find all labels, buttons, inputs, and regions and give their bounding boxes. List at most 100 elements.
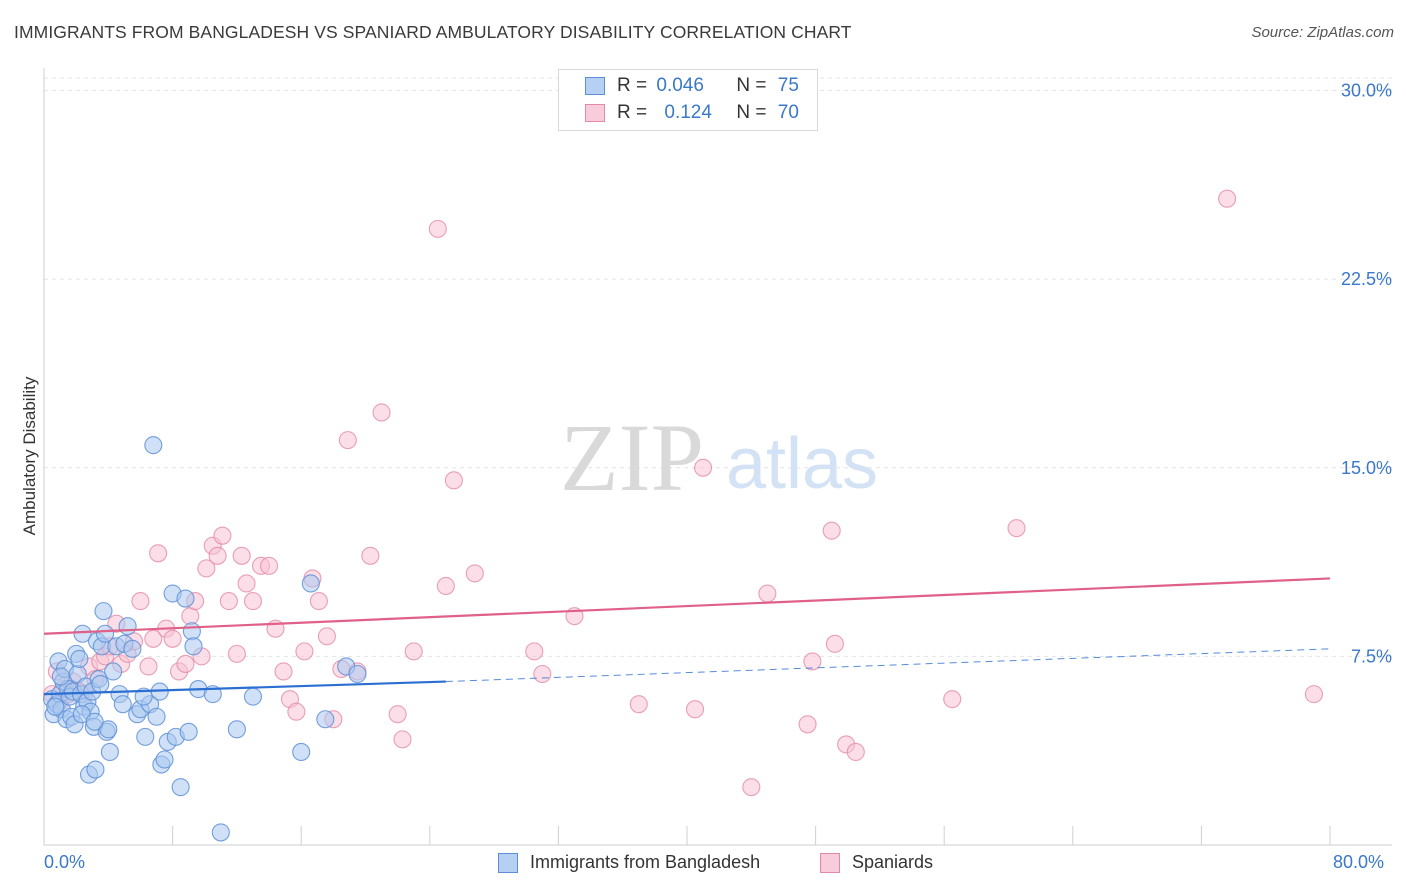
spaniards-point (1218, 189, 1237, 208)
spaniards-point (803, 652, 822, 671)
legend-row-spaniards: R = 0.124 N = 70 (585, 101, 799, 125)
spaniards-point (694, 458, 713, 477)
bangladesh-point (86, 760, 105, 779)
bangladesh-point (316, 710, 335, 729)
legend-item-spaniards[interactable]: Spaniards (820, 852, 933, 873)
bangladesh-point (104, 662, 123, 681)
spaniards-point (1007, 519, 1026, 538)
spaniards-point (798, 715, 817, 734)
chart-title: IMMIGRANTS FROM BANGLADESH VS SPANIARD A… (14, 22, 852, 42)
bangladesh-point (85, 712, 104, 731)
spaniards-point (232, 546, 251, 565)
spaniards-point (317, 627, 336, 646)
y-tick-label: 15.0% (1341, 458, 1392, 478)
y-tick-labels: 7.5% 15.0% 22.5% 30.0% (1341, 81, 1392, 667)
bangladesh-point (147, 707, 166, 726)
x-tick-min: 0.0% (44, 852, 86, 872)
y-tick-label: 22.5% (1341, 269, 1392, 289)
legend-swatch-pink (820, 852, 840, 873)
spaniards-point (1304, 685, 1323, 704)
legend-label: Spaniards (852, 852, 934, 872)
spaniards-point (822, 521, 841, 540)
bangladesh-point (99, 720, 118, 739)
n-label: N = (736, 75, 767, 96)
bangladesh-point (292, 742, 311, 762)
spaniards-point (685, 700, 705, 719)
bangladesh-point (348, 664, 367, 684)
spaniards-point (259, 556, 279, 575)
trend-lines (43, 577, 1331, 696)
spaniards-point (338, 431, 357, 450)
spaniards-point (846, 742, 865, 762)
r-label: R = (617, 102, 648, 123)
legend-row-bangladesh: R = 0.046 N = 75 (585, 74, 799, 98)
spaniards-point (404, 642, 423, 661)
spaniards-point (131, 592, 150, 611)
n-label: N = (736, 102, 767, 123)
spaniards-point (742, 778, 761, 797)
spaniards-point (436, 576, 455, 596)
n-value: 75 (777, 75, 799, 96)
spaniards-point (465, 564, 484, 583)
grid-lines (44, 77, 1392, 657)
spaniards-point (309, 592, 328, 611)
bangladesh-point (46, 697, 65, 716)
bangladesh-point (155, 750, 174, 769)
bangladesh-point (182, 622, 201, 641)
bangladesh-point (91, 675, 110, 694)
bangladesh-point (144, 436, 163, 455)
spaniards-point (139, 657, 158, 676)
bangladesh-point (100, 742, 119, 762)
x-tick-max: 80.0% (1333, 852, 1385, 872)
legend-label: Immigrants from Bangladesh (530, 852, 761, 872)
spaniards-point (176, 654, 195, 673)
correlation-legend: R = 0.046 N = 75 R = 0.124 N = 70 (558, 69, 818, 131)
spaniards-point (274, 662, 293, 681)
bangladesh-point (73, 624, 92, 643)
bangladesh-point (51, 667, 70, 686)
bangladesh-point (211, 823, 230, 842)
legend-swatch-pink (585, 104, 605, 122)
spaniards-point (219, 592, 238, 611)
spaniards-point (149, 544, 168, 563)
r-label: R = (617, 75, 648, 96)
spaniards-trend-line (43, 577, 1331, 635)
watermark: ZIP atlas (560, 404, 878, 511)
source-note: Source: ZipAtlas.com (1251, 24, 1394, 41)
n-value: 70 (777, 102, 799, 123)
spaniards-point (943, 690, 962, 709)
bangladesh-point (96, 624, 115, 643)
bangladesh-point (113, 695, 132, 714)
spaniards-point (393, 730, 412, 749)
bangladesh-trend-extension (445, 648, 1331, 683)
spaniards-point (144, 629, 163, 648)
spaniards-point (227, 644, 246, 663)
bangladesh-point (184, 637, 203, 656)
spaniards-point (428, 219, 447, 238)
bangladesh-point (227, 720, 246, 739)
bangladesh-point (179, 722, 198, 741)
bangladesh-point (136, 727, 155, 746)
r-value: 0.046 (656, 75, 704, 96)
bangladesh-point (118, 617, 137, 636)
spaniards-point (444, 471, 463, 490)
spaniards-point (825, 634, 844, 653)
spaniards-point (213, 526, 232, 545)
y-tick-label: 30.0% (1341, 81, 1392, 101)
r-value: 0.124 (664, 102, 712, 123)
spaniards-point (287, 702, 306, 721)
bangladesh-points (42, 436, 367, 842)
bangladesh-point (134, 687, 153, 706)
watermark-atlas: atlas (726, 424, 878, 504)
spaniards-point (243, 592, 263, 611)
spaniards-point (208, 546, 227, 565)
bangladesh-point (243, 687, 263, 706)
legend-item-bangladesh[interactable]: Immigrants from Bangladesh (498, 852, 760, 873)
bangladesh-trend-line (43, 680, 446, 696)
spaniards-point (533, 664, 552, 684)
legend-swatch-blue (585, 77, 605, 95)
bangladesh-point (123, 639, 142, 658)
spaniards-point (372, 403, 391, 422)
spaniards-point (295, 642, 314, 661)
watermark-zip: ZIP (560, 404, 704, 511)
